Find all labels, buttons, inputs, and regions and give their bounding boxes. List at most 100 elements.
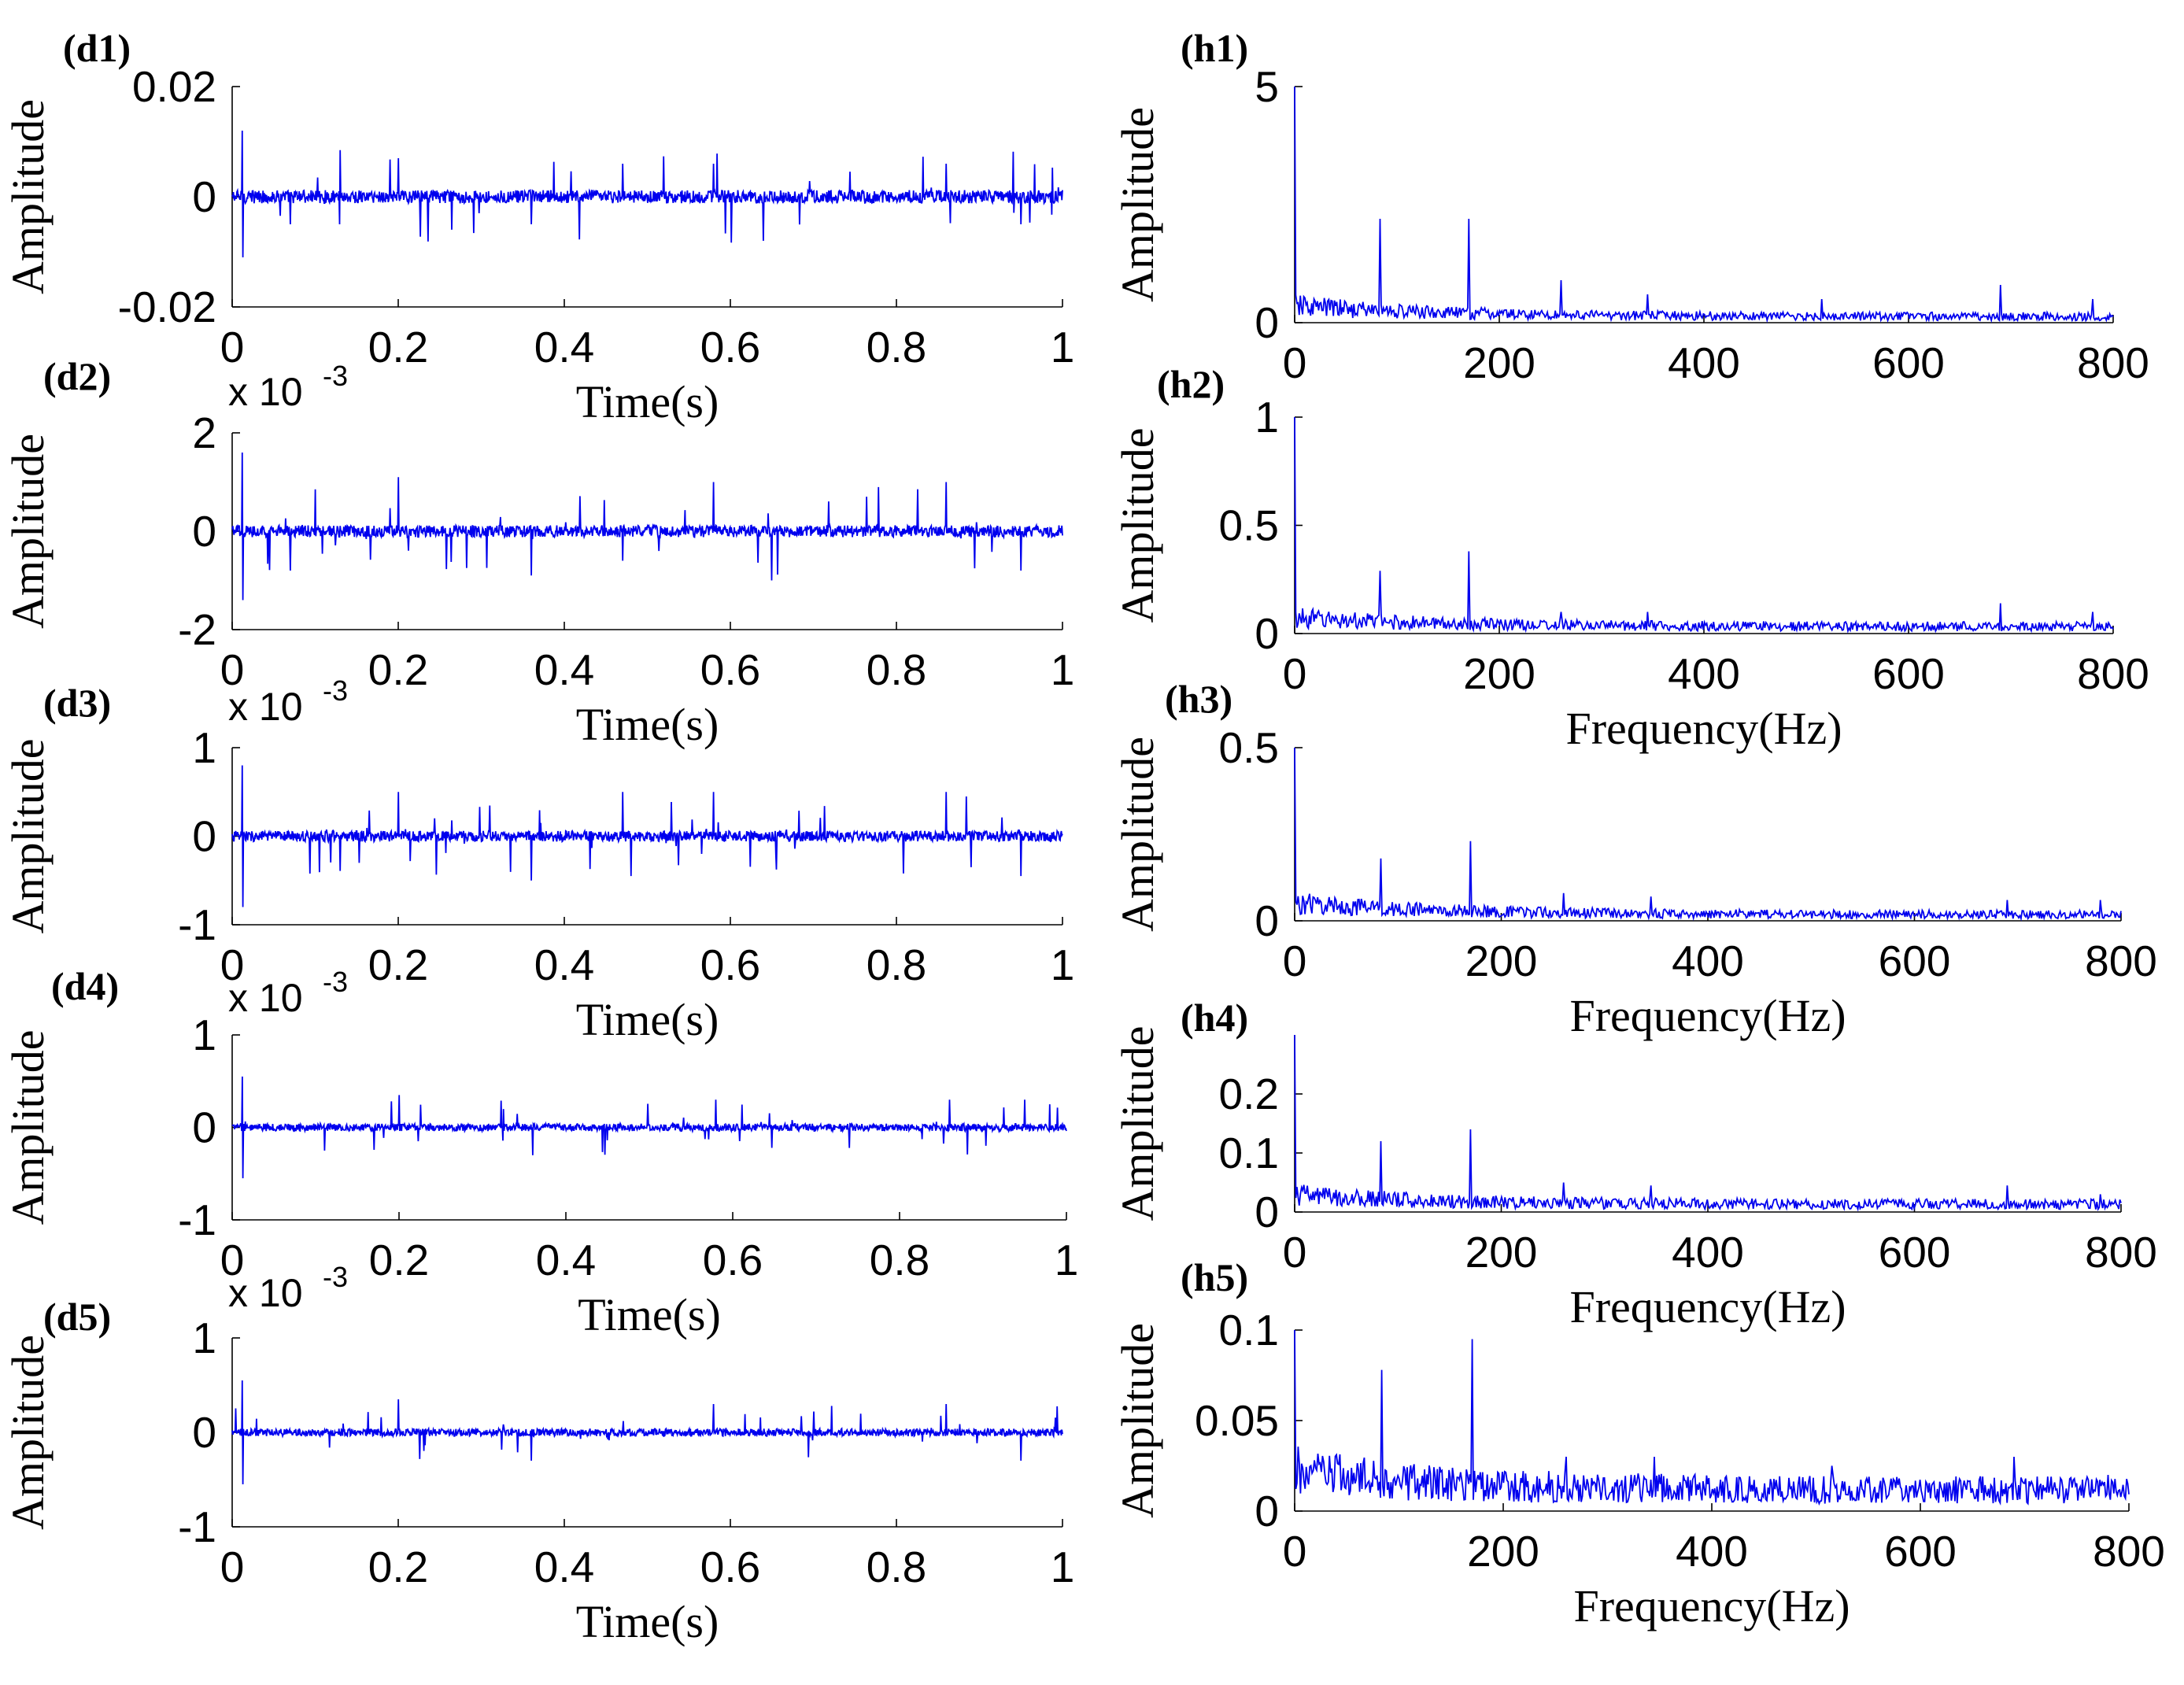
y-tick-label: 2 bbox=[192, 408, 216, 457]
y-tick-label: 1 bbox=[1255, 393, 1279, 442]
x-tick-label: 0.4 bbox=[536, 1236, 596, 1284]
x-tick-label: 0 bbox=[220, 1236, 245, 1284]
x-tick-label: 200 bbox=[1465, 1228, 1538, 1277]
y-tick-label: 0 bbox=[192, 1103, 216, 1152]
y-tick-label: 0 bbox=[1255, 1487, 1279, 1535]
x-tick-label: 0.4 bbox=[534, 1543, 594, 1591]
y-tick-label: 0 bbox=[192, 1408, 216, 1457]
series-line-d3 bbox=[231, 765, 1063, 907]
panel-d5: 0 0.2 0.4 0.6 0.8 1-101Time(s)Amplitude(d5)x … bbox=[2, 1261, 1074, 1647]
x-tick-label: 400 bbox=[1672, 937, 1744, 985]
x-tick-label: 400 bbox=[1676, 1527, 1748, 1576]
axis-multiplier-exponent: -3 bbox=[323, 966, 348, 998]
x-tick-label: 0.2 bbox=[368, 323, 428, 371]
y-tick-label: 0 bbox=[192, 812, 216, 861]
y-tick-label: 0 bbox=[1255, 896, 1279, 945]
y-axis-label: Amplitude bbox=[1112, 427, 1163, 623]
y-axis-label: Amplitude bbox=[2, 1029, 54, 1225]
axis-multiplier: x 10 bbox=[228, 1271, 303, 1315]
panel-label: (d3) bbox=[43, 681, 111, 725]
series-line-d5 bbox=[231, 1380, 1063, 1485]
x-tick-label: 200 bbox=[1463, 649, 1535, 698]
y-axis-label: Amplitude bbox=[2, 1335, 54, 1530]
y-axis-label: Amplitude bbox=[2, 99, 54, 294]
x-tick-label: 0.8 bbox=[867, 323, 926, 371]
series-line-h4 bbox=[1294, 1034, 2122, 1212]
panel-label: (h1) bbox=[1181, 26, 1248, 70]
axis-multiplier-exponent: -3 bbox=[323, 674, 348, 707]
panel-label: (d5) bbox=[43, 1295, 111, 1339]
x-tick-label: 0.6 bbox=[703, 1236, 763, 1284]
y-tick-label: 0 bbox=[192, 172, 216, 221]
x-tick-label: 0 bbox=[220, 323, 245, 371]
y-tick-label: 0 bbox=[1255, 609, 1279, 658]
y-tick-label: 5 bbox=[1255, 62, 1279, 111]
x-axis-label: Frequency(Hz) bbox=[1573, 1580, 1850, 1631]
y-axis-label: Amplitude bbox=[1112, 737, 1163, 932]
y-tick-label: 0.5 bbox=[1219, 501, 1279, 550]
x-tick-label: 600 bbox=[1872, 338, 1945, 387]
axis-multiplier-exponent: -3 bbox=[323, 360, 348, 392]
y-axis-label: Amplitude bbox=[2, 738, 54, 933]
panel-label: (h5) bbox=[1181, 1255, 1248, 1299]
x-tick-label: 800 bbox=[2077, 649, 2149, 698]
x-tick-label: 0.8 bbox=[870, 1236, 929, 1284]
panel-label: (d1) bbox=[63, 26, 131, 70]
x-tick-label: 0 bbox=[220, 940, 245, 989]
x-tick-label: 0.4 bbox=[534, 645, 594, 694]
x-tick-label: 0 bbox=[1283, 1527, 1307, 1576]
x-tick-label: 400 bbox=[1668, 338, 1740, 387]
y-tick-label: 0.2 bbox=[1219, 1070, 1279, 1118]
x-tick-label: 0.8 bbox=[867, 1543, 926, 1591]
x-tick-label: 1 bbox=[1051, 645, 1075, 694]
x-tick-label: 800 bbox=[2077, 338, 2149, 387]
x-tick-label: 600 bbox=[1872, 649, 1945, 698]
panel-label: (h2) bbox=[1157, 362, 1225, 406]
axis-multiplier: x 10 bbox=[228, 685, 303, 729]
x-tick-label: 400 bbox=[1668, 649, 1740, 698]
x-tick-label: 600 bbox=[1884, 1527, 1957, 1576]
x-tick-label: 0.2 bbox=[368, 645, 428, 694]
panel-h3: 0 200 400 600 80000.5Frequency(Hz)Amplitude(… bbox=[1112, 677, 2157, 1041]
panel-d1: 0 0.2 0.4 0.6 0.8 1-0.0200.02Time(s)Amplitude… bbox=[2, 26, 1074, 427]
x-tick-label: 1 bbox=[1051, 1543, 1075, 1591]
series-line-h2 bbox=[1294, 416, 2114, 634]
x-tick-label: 0.6 bbox=[700, 323, 760, 371]
panel-h4: 0 200 400 600 800 0 0.1 0.2 Frequency(Hz) Amplitu… bbox=[1112, 996, 2157, 1332]
series-line-d1 bbox=[231, 130, 1063, 258]
y-axis-label: Amplitude bbox=[1112, 107, 1163, 302]
series-line-h5 bbox=[1294, 1329, 2130, 1506]
x-tick-label: 0 bbox=[1283, 338, 1307, 387]
panel-label: (h4) bbox=[1181, 996, 1248, 1040]
x-tick-label: 600 bbox=[1879, 1228, 1951, 1277]
axis-multiplier-exponent: -3 bbox=[323, 1261, 348, 1293]
panel-h1: 0 200 400 600 800 0 5 Amplitude (h1) bbox=[1112, 26, 2149, 387]
y-tick-label: 0.02 bbox=[132, 62, 216, 111]
x-axis-label: Time(s) bbox=[576, 1596, 719, 1647]
x-tick-label: 200 bbox=[1465, 937, 1538, 985]
x-tick-label: 0 bbox=[1283, 649, 1307, 698]
y-tick-label: 0 bbox=[1255, 298, 1279, 347]
x-tick-label: 400 bbox=[1672, 1228, 1744, 1277]
x-tick-label: 0.6 bbox=[700, 940, 760, 989]
x-axis-label: Frequency(Hz) bbox=[1569, 1281, 1846, 1332]
x-axis-label: Time(s) bbox=[576, 699, 719, 750]
y-tick-label: -1 bbox=[178, 1195, 216, 1244]
y-tick-label: 0.1 bbox=[1219, 1306, 1279, 1354]
y-tick-label: 0 bbox=[192, 507, 216, 556]
x-tick-label: 0 bbox=[220, 645, 245, 694]
x-tick-label: 200 bbox=[1467, 1527, 1539, 1576]
y-tick-label: 1 bbox=[192, 1011, 216, 1059]
series-line-h3 bbox=[1294, 747, 2122, 922]
y-axis-label: Amplitude bbox=[1112, 1025, 1163, 1221]
x-tick-label: 0 bbox=[1283, 1228, 1307, 1277]
y-axis-label: Amplitude bbox=[2, 434, 54, 629]
x-tick-label: 0.4 bbox=[534, 323, 594, 371]
x-axis-label: Time(s) bbox=[576, 376, 719, 427]
x-tick-label: 200 bbox=[1463, 338, 1535, 387]
y-tick-label: -1 bbox=[178, 1502, 216, 1551]
x-axis-label: Time(s) bbox=[576, 994, 719, 1045]
